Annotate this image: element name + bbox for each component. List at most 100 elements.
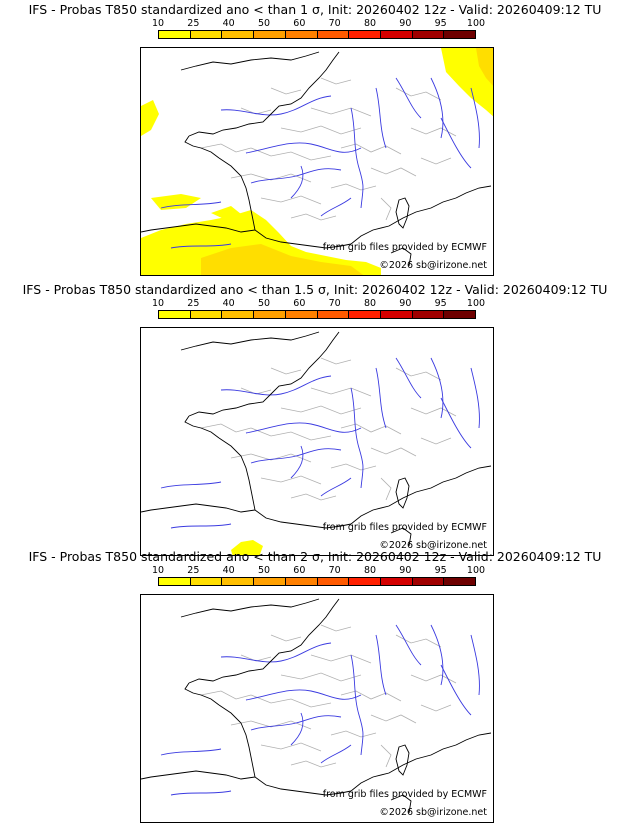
colorbar-tick-label: 60 bbox=[293, 298, 306, 309]
admin-boundary bbox=[340, 690, 402, 702]
river bbox=[440, 664, 472, 716]
colorbar-segment bbox=[317, 31, 350, 38]
colorbar-tick-label: 90 bbox=[399, 298, 412, 309]
river bbox=[440, 117, 472, 169]
coastline bbox=[180, 51, 320, 71]
map-panel-1: IFS - Probas T850 standardized ano < tha… bbox=[0, 0, 630, 276]
colorbar-segment bbox=[285, 31, 318, 38]
colorbar-tick-label: 95 bbox=[434, 298, 447, 309]
coastline bbox=[180, 331, 320, 351]
colorbar-segment bbox=[444, 578, 476, 585]
admin-boundary bbox=[310, 107, 372, 117]
admin-boundary bbox=[320, 357, 352, 365]
coastline bbox=[350, 477, 457, 525]
colorbar-segment bbox=[254, 311, 286, 318]
coastline bbox=[184, 135, 220, 159]
colorbar-segment bbox=[349, 31, 381, 38]
admin-boundary bbox=[230, 453, 312, 463]
probability-area bbox=[211, 206, 241, 220]
coastline bbox=[395, 477, 410, 509]
coastline bbox=[390, 794, 412, 814]
coastline bbox=[350, 744, 457, 792]
panel-title: IFS - Probas T850 standardized ano < tha… bbox=[28, 2, 602, 17]
admin-boundary bbox=[370, 167, 417, 177]
admin-boundary bbox=[290, 213, 337, 221]
colorbar-segment bbox=[190, 311, 223, 318]
colorbar-tick-label: 100 bbox=[466, 298, 486, 309]
colorbar-segment bbox=[222, 578, 255, 585]
admin-boundary bbox=[330, 463, 377, 471]
colorbar-tick-label: 95 bbox=[434, 565, 447, 576]
colorbar-segment bbox=[159, 311, 191, 318]
colorbar-segment bbox=[222, 31, 255, 38]
colorbar-tick-label: 25 bbox=[187, 298, 200, 309]
admin-boundary bbox=[260, 475, 322, 485]
copyright-credit: ©2026 sb@irizone.net bbox=[379, 807, 487, 818]
admin-boundary bbox=[395, 87, 442, 101]
river bbox=[430, 77, 444, 139]
colorbar-tick-label: 95 bbox=[434, 18, 447, 29]
admin-boundary bbox=[290, 493, 337, 501]
admin-boundary bbox=[200, 143, 252, 153]
admin-boundary bbox=[240, 654, 272, 662]
admin-boundary bbox=[420, 437, 452, 445]
admin-boundary bbox=[250, 147, 332, 161]
river bbox=[430, 357, 444, 419]
colorbar-tick-label: 10 bbox=[151, 18, 165, 29]
colorbar-segment bbox=[159, 578, 191, 585]
colorbar-segment bbox=[380, 31, 413, 38]
admin-boundary bbox=[370, 714, 417, 724]
coastline bbox=[254, 776, 352, 796]
data-source-credit: from grib files provided by ECMWF bbox=[322, 789, 487, 800]
coastline bbox=[188, 598, 340, 684]
colorbar-tick-label: 90 bbox=[399, 565, 412, 576]
river bbox=[320, 477, 352, 497]
coastline bbox=[141, 503, 256, 513]
river bbox=[245, 422, 362, 434]
admin-boundary bbox=[270, 87, 302, 95]
admin-boundary bbox=[320, 77, 352, 85]
admin-boundary bbox=[240, 387, 272, 395]
river bbox=[250, 715, 342, 731]
admin-boundary bbox=[340, 143, 402, 155]
admin-boundary bbox=[395, 634, 442, 648]
river bbox=[350, 107, 364, 209]
admin-boundary bbox=[250, 694, 332, 708]
colorbar-tick-label: 40 bbox=[222, 18, 235, 29]
colorbar-segment bbox=[190, 578, 223, 585]
admin-boundary bbox=[380, 477, 392, 501]
colorbar-segment bbox=[380, 311, 413, 318]
colorbar-tick-label: 60 bbox=[293, 565, 306, 576]
coastline bbox=[390, 247, 412, 267]
map-panel-3: IFS - Probas T850 standardized ano < tha… bbox=[0, 547, 630, 823]
river bbox=[160, 481, 222, 489]
colorbar-tick-label: 10 bbox=[151, 565, 165, 576]
river bbox=[245, 142, 362, 154]
river bbox=[320, 744, 352, 764]
colorbar-segment bbox=[285, 311, 318, 318]
coastline bbox=[455, 465, 492, 479]
river bbox=[170, 523, 232, 529]
coastline bbox=[254, 509, 352, 529]
coastline bbox=[184, 682, 220, 706]
panel-title: IFS - Probas T850 standardized ano < tha… bbox=[28, 549, 602, 564]
river bbox=[290, 165, 304, 199]
river bbox=[395, 357, 422, 399]
colorbar-tick-label: 80 bbox=[363, 565, 377, 576]
river bbox=[250, 168, 342, 184]
colorbar-labels: 10 25 40 50 60 70 80 90 95 100 bbox=[152, 565, 485, 577]
admin-boundary bbox=[310, 654, 372, 664]
admin-boundary bbox=[380, 744, 392, 768]
admin-boundary bbox=[240, 107, 272, 115]
coastline bbox=[390, 527, 412, 547]
colorbar bbox=[158, 30, 476, 39]
coastline bbox=[455, 732, 492, 746]
map-svg bbox=[141, 331, 492, 555]
colorbar-labels: 10 25 40 50 60 70 80 90 95 100 bbox=[152, 298, 485, 310]
admin-boundary bbox=[340, 423, 402, 435]
river bbox=[350, 387, 364, 489]
admin-boundary bbox=[320, 624, 352, 632]
data-source-credit: from grib files provided by ECMWF bbox=[322, 522, 487, 533]
river bbox=[350, 654, 364, 756]
admin-boundary bbox=[395, 367, 442, 381]
